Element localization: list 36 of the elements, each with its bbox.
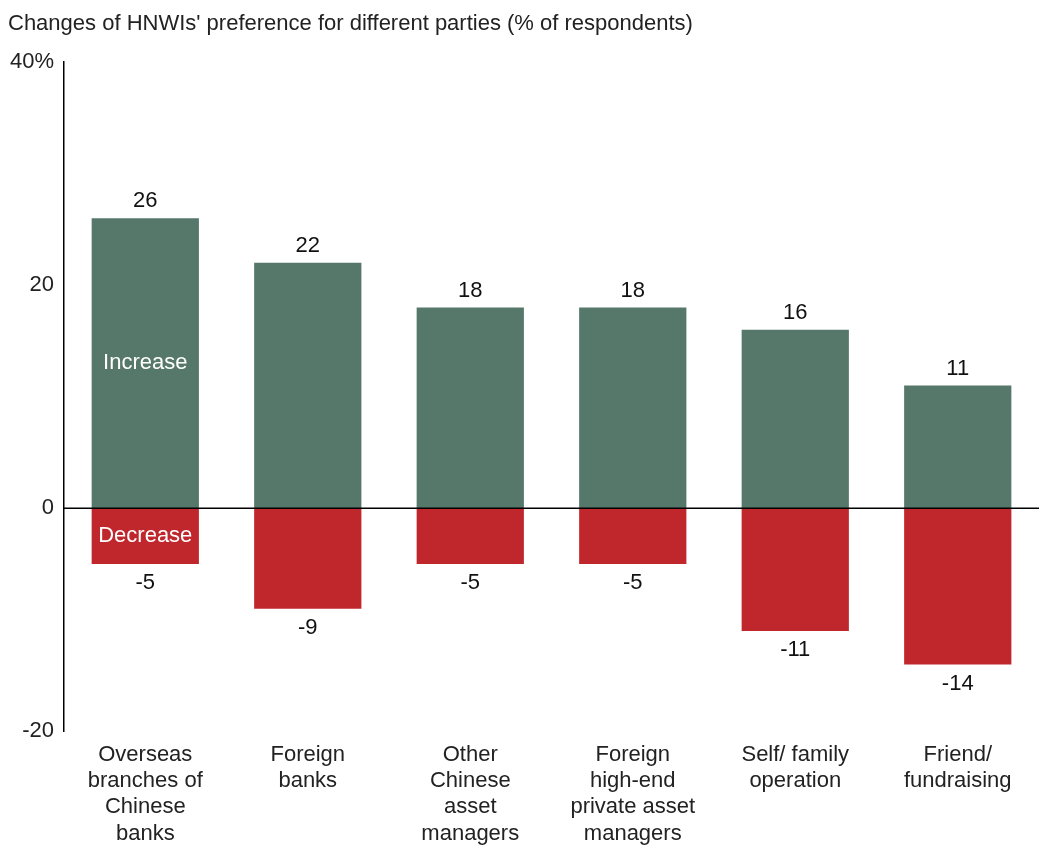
- bar: [254, 508, 362, 609]
- data-label: -5: [135, 569, 156, 595]
- series-label: Increase: [103, 349, 188, 375]
- data-label: 26: [133, 187, 158, 213]
- chart-title: Changes of HNWIs' preference for different parties (% of respondents): [8, 10, 693, 36]
- x-tick-label: Foreign high-end private asset managers: [570, 740, 696, 845]
- data-label: -14: [941, 669, 974, 695]
- bar: [741, 329, 849, 509]
- x-tick-label: Overseas branches of Chinese banks: [87, 740, 204, 845]
- data-label: -5: [622, 569, 643, 595]
- y-tick-label: -20: [22, 717, 55, 743]
- data-label: -5: [460, 569, 481, 595]
- bar: [254, 262, 362, 509]
- series-label: Decrease: [98, 522, 193, 548]
- x-tick-label: Self/ family operation: [741, 740, 850, 793]
- data-label: 18: [620, 276, 646, 302]
- data-label: 11: [946, 354, 970, 380]
- bar: [904, 385, 1012, 509]
- x-tick-label: Other Chinese asset managers: [421, 740, 520, 845]
- bar: [416, 307, 524, 509]
- data-label: 16: [783, 298, 808, 324]
- bar: [741, 508, 849, 631]
- bar: [904, 508, 1012, 665]
- x-tick-label: Foreign banks: [270, 740, 346, 793]
- x-tick-label: Friend/ fundraising: [903, 740, 1012, 793]
- bar: [579, 307, 687, 509]
- y-tick-label: 0: [41, 494, 55, 520]
- y-tick-label: 40%: [9, 48, 55, 74]
- y-tick-label: 20: [29, 271, 55, 297]
- bar: [91, 218, 199, 509]
- data-label: 22: [295, 231, 321, 257]
- bar: [579, 508, 687, 565]
- data-label: 18: [458, 276, 483, 302]
- data-label: -11: [780, 636, 811, 662]
- data-label: -9: [297, 613, 318, 639]
- bar: [416, 508, 524, 565]
